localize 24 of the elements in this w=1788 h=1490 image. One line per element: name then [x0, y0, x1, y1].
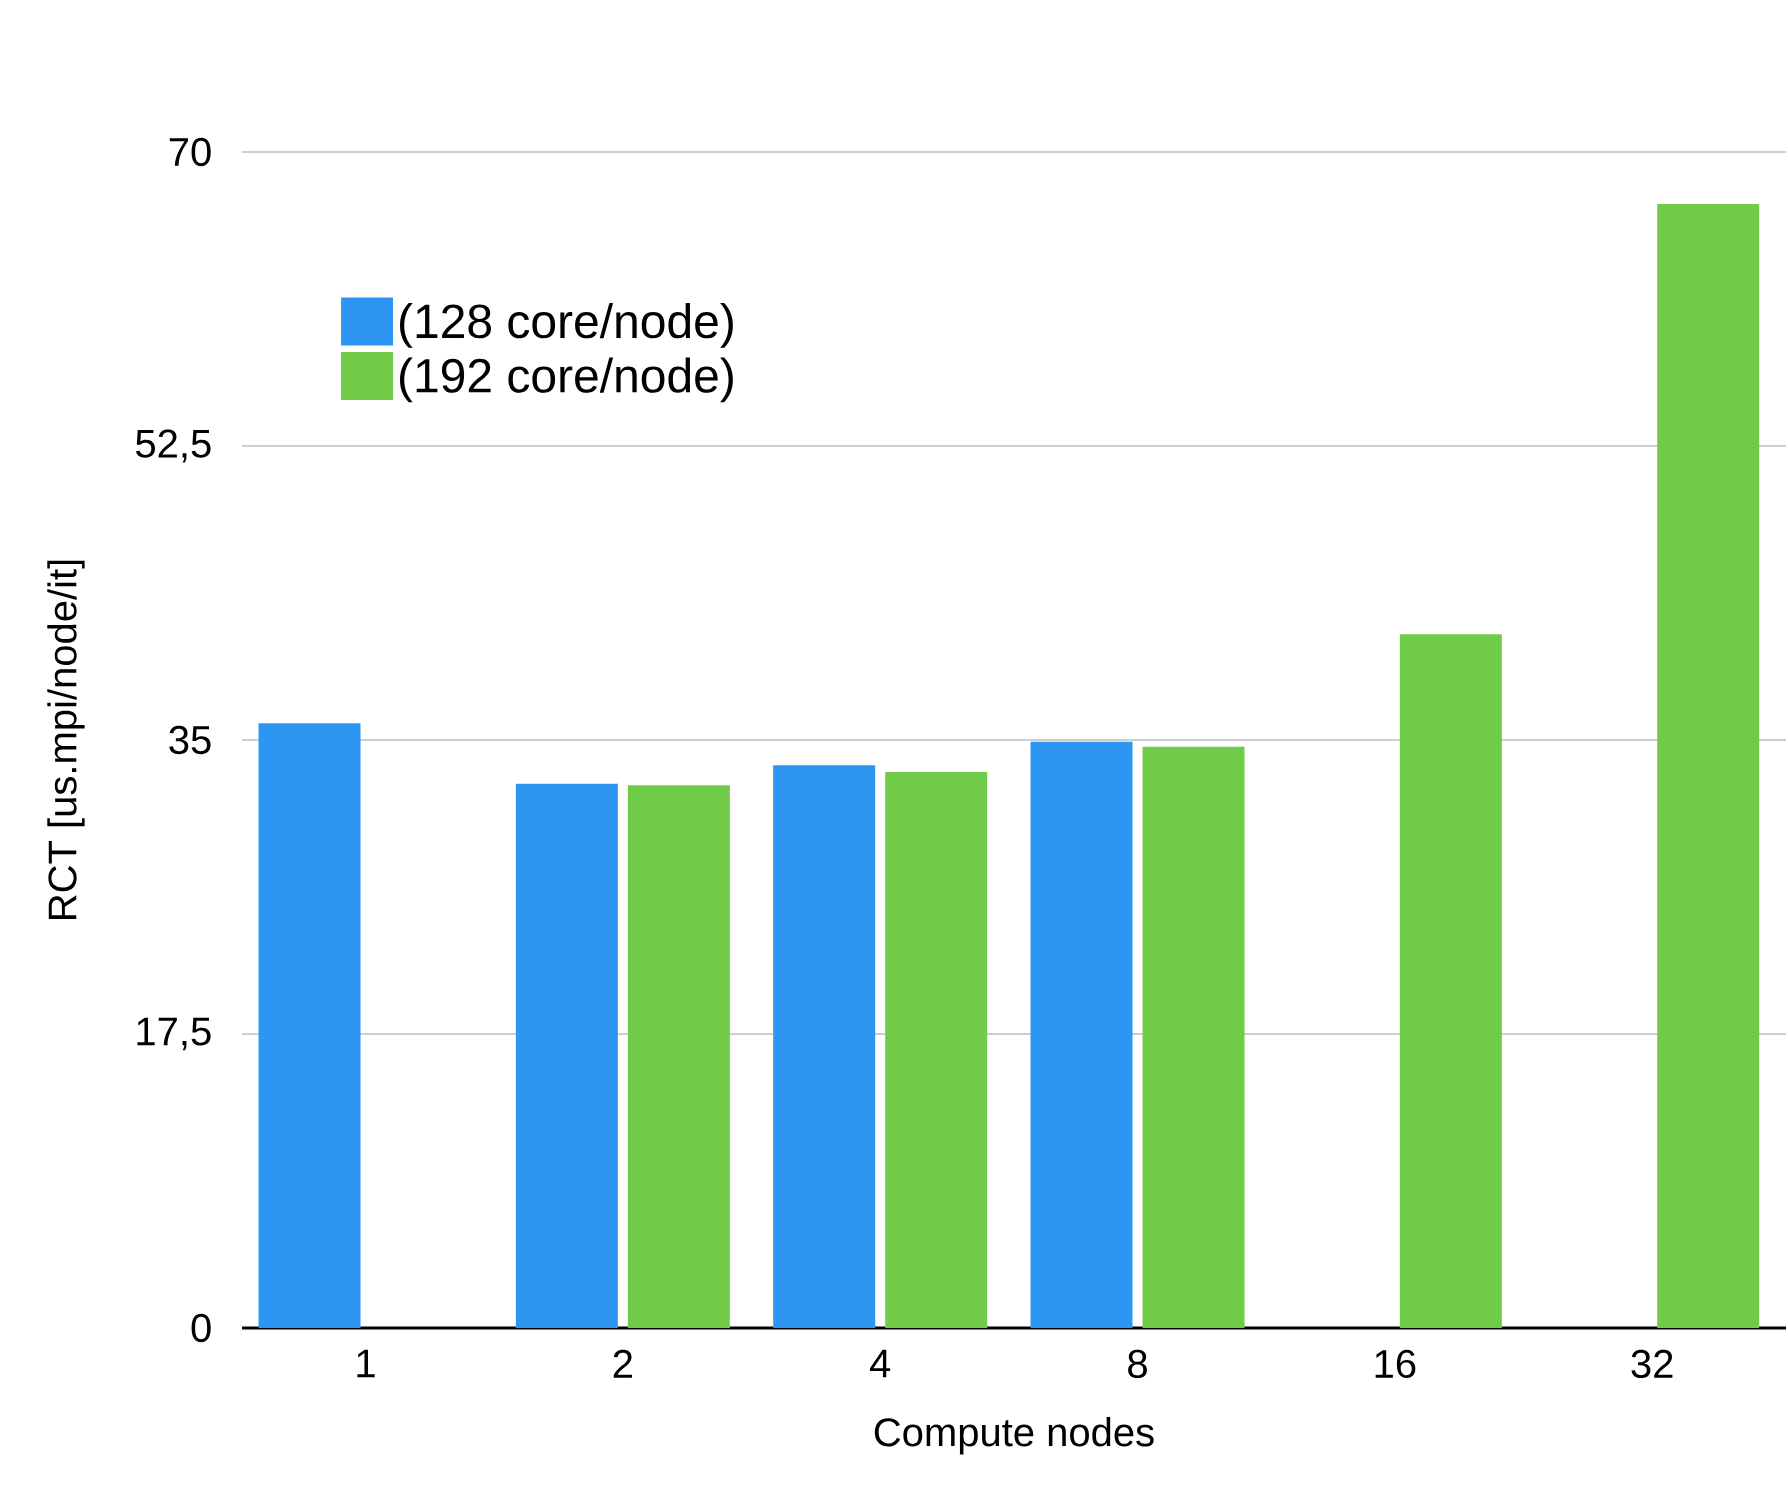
x-tick-label: 1 [357, 1349, 375, 1378]
y-tick-label: 35 [169, 725, 211, 755]
x-axis-title: Compute nodes [874, 1417, 1154, 1455]
bar [515, 783, 618, 1328]
bar [258, 723, 361, 1328]
y-tick-label: 70 [169, 137, 211, 167]
bar [1657, 204, 1760, 1328]
bar [627, 785, 730, 1328]
x-tick-label: 8 [1128, 1349, 1147, 1379]
x-tick-label: 4 [869, 1349, 891, 1378]
bar [773, 765, 876, 1328]
y-tick-label: 52,5 [136, 429, 211, 463]
x-tick-label: 32 [1631, 1349, 1673, 1379]
y-axis-title: RCT [us.mpi/node/it] [47, 560, 85, 919]
bar [1142, 746, 1245, 1328]
bar [1030, 741, 1133, 1328]
legend-label: (128 core/node) [400, 303, 733, 348]
x-tick-label: 2 [613, 1349, 632, 1378]
x-tick-label: 16 [1375, 1349, 1416, 1379]
y-tick-label: 17,5 [137, 1017, 211, 1051]
bar [1399, 634, 1502, 1328]
y-tick-label: 0 [191, 1313, 211, 1343]
bar [885, 771, 988, 1328]
legend-label: (192 core/node) [400, 357, 733, 403]
